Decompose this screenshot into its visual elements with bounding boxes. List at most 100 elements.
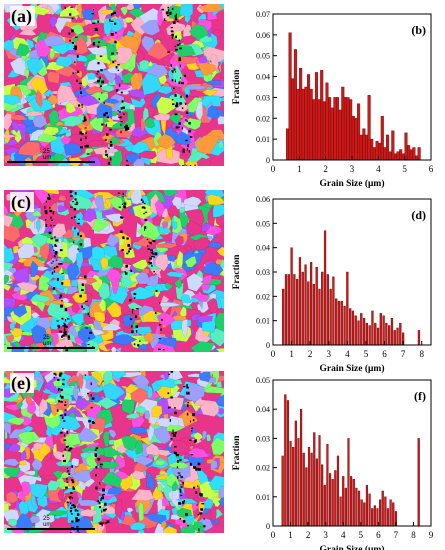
histogram-bar	[352, 479, 355, 527]
grain	[184, 383, 205, 403]
grain	[8, 442, 21, 453]
unindexed-speck	[54, 244, 57, 246]
histogram-bar	[333, 97, 337, 161]
grain	[52, 470, 62, 480]
unindexed-speck	[177, 459, 179, 463]
unindexed-speck	[147, 248, 150, 250]
histogram-bar	[302, 452, 305, 527]
unindexed-speck	[181, 126, 183, 130]
unindexed-speck	[49, 206, 51, 209]
unindexed-speck	[90, 406, 93, 409]
histogram-bar	[307, 281, 310, 346]
unindexed-speck	[71, 504, 73, 507]
unindexed-speck	[121, 100, 124, 103]
unindexed-speck	[65, 446, 68, 448]
histogram-bar	[364, 134, 368, 161]
unindexed-speck	[200, 493, 203, 495]
histogram-bar	[313, 432, 316, 527]
grain	[61, 278, 71, 288]
unindexed-speck	[48, 231, 52, 235]
unindexed-speck	[81, 106, 83, 108]
unindexed-speck	[72, 486, 74, 489]
histogram-bar	[293, 49, 297, 161]
unindexed-speck	[85, 132, 87, 135]
unindexed-speck	[179, 489, 182, 493]
unindexed-speck	[62, 324, 64, 327]
unindexed-speck	[73, 505, 76, 509]
unindexed-speck	[69, 510, 72, 513]
unindexed-speck	[64, 6, 66, 9]
grain	[130, 286, 156, 300]
unindexed-speck	[144, 228, 146, 231]
unindexed-speck	[97, 79, 100, 83]
unindexed-speck	[180, 77, 182, 79]
grain-size-histogram: 0 1 2 3 4 5 6 7 8 9 0 0.01 0.02 0.03 0.04 0.05 Grain Siz…	[232, 376, 434, 550]
histogram-bar	[321, 271, 324, 346]
histogram-bar	[396, 327, 399, 346]
unindexed-speck	[99, 55, 103, 57]
unindexed-speck	[174, 431, 177, 434]
unindexed-speck	[68, 496, 72, 499]
unindexed-speck	[109, 143, 113, 147]
unindexed-speck	[66, 477, 68, 481]
unindexed-speck	[173, 87, 175, 90]
grain	[4, 39, 15, 52]
unindexed-speck	[179, 102, 182, 105]
grain	[207, 241, 222, 250]
grain	[167, 461, 190, 470]
grain	[130, 489, 155, 502]
grain	[75, 211, 85, 227]
histogram-bar	[346, 97, 350, 161]
unindexed-speck	[167, 373, 171, 375]
unindexed-speck	[175, 35, 177, 39]
plot-frame	[272, 379, 432, 527]
grain	[72, 381, 79, 403]
unindexed-speck	[186, 386, 189, 389]
unindexed-speck	[182, 150, 186, 153]
unindexed-speck	[61, 272, 64, 274]
grain	[9, 321, 16, 332]
grain	[18, 29, 37, 36]
grain	[55, 55, 74, 68]
grain	[102, 371, 113, 387]
unindexed-speck	[58, 400, 61, 403]
histogram-bar	[351, 115, 355, 161]
unindexed-speck	[185, 513, 188, 516]
unindexed-speck	[108, 161, 111, 165]
unindexed-speck	[63, 328, 66, 332]
unindexed-speck	[50, 219, 54, 221]
y-tick-label: 0.05	[256, 376, 270, 385]
x-tick-label: 6	[429, 164, 434, 174]
unindexed-speck	[76, 518, 80, 522]
unindexed-speck	[63, 322, 65, 324]
histogram-bar	[299, 68, 303, 161]
grain	[190, 341, 216, 352]
unindexed-speck	[59, 263, 63, 265]
grain	[98, 461, 120, 469]
histogram-bar	[326, 444, 329, 527]
unindexed-speck	[108, 147, 110, 149]
histogram-bar	[337, 300, 341, 346]
grain	[93, 311, 106, 323]
x-tick-label: 1	[289, 349, 294, 359]
unindexed-speck	[99, 463, 103, 466]
unindexed-speck	[60, 304, 63, 308]
grain	[25, 393, 33, 406]
histogram-bar	[282, 288, 285, 346]
unindexed-speck	[67, 470, 70, 472]
grain	[31, 324, 48, 344]
unindexed-speck	[171, 33, 174, 36]
grain	[157, 7, 164, 27]
grain	[4, 247, 15, 263]
unindexed-speck	[53, 372, 56, 375]
grain	[121, 435, 140, 452]
unindexed-speck	[188, 130, 192, 133]
unindexed-speck	[85, 327, 88, 329]
grain	[17, 141, 41, 157]
grain	[60, 114, 83, 127]
unindexed-speck	[169, 419, 171, 422]
scale-bar-line	[7, 161, 95, 163]
unindexed-speck	[124, 272, 128, 275]
grain	[106, 42, 115, 62]
unindexed-speck	[77, 529, 79, 532]
